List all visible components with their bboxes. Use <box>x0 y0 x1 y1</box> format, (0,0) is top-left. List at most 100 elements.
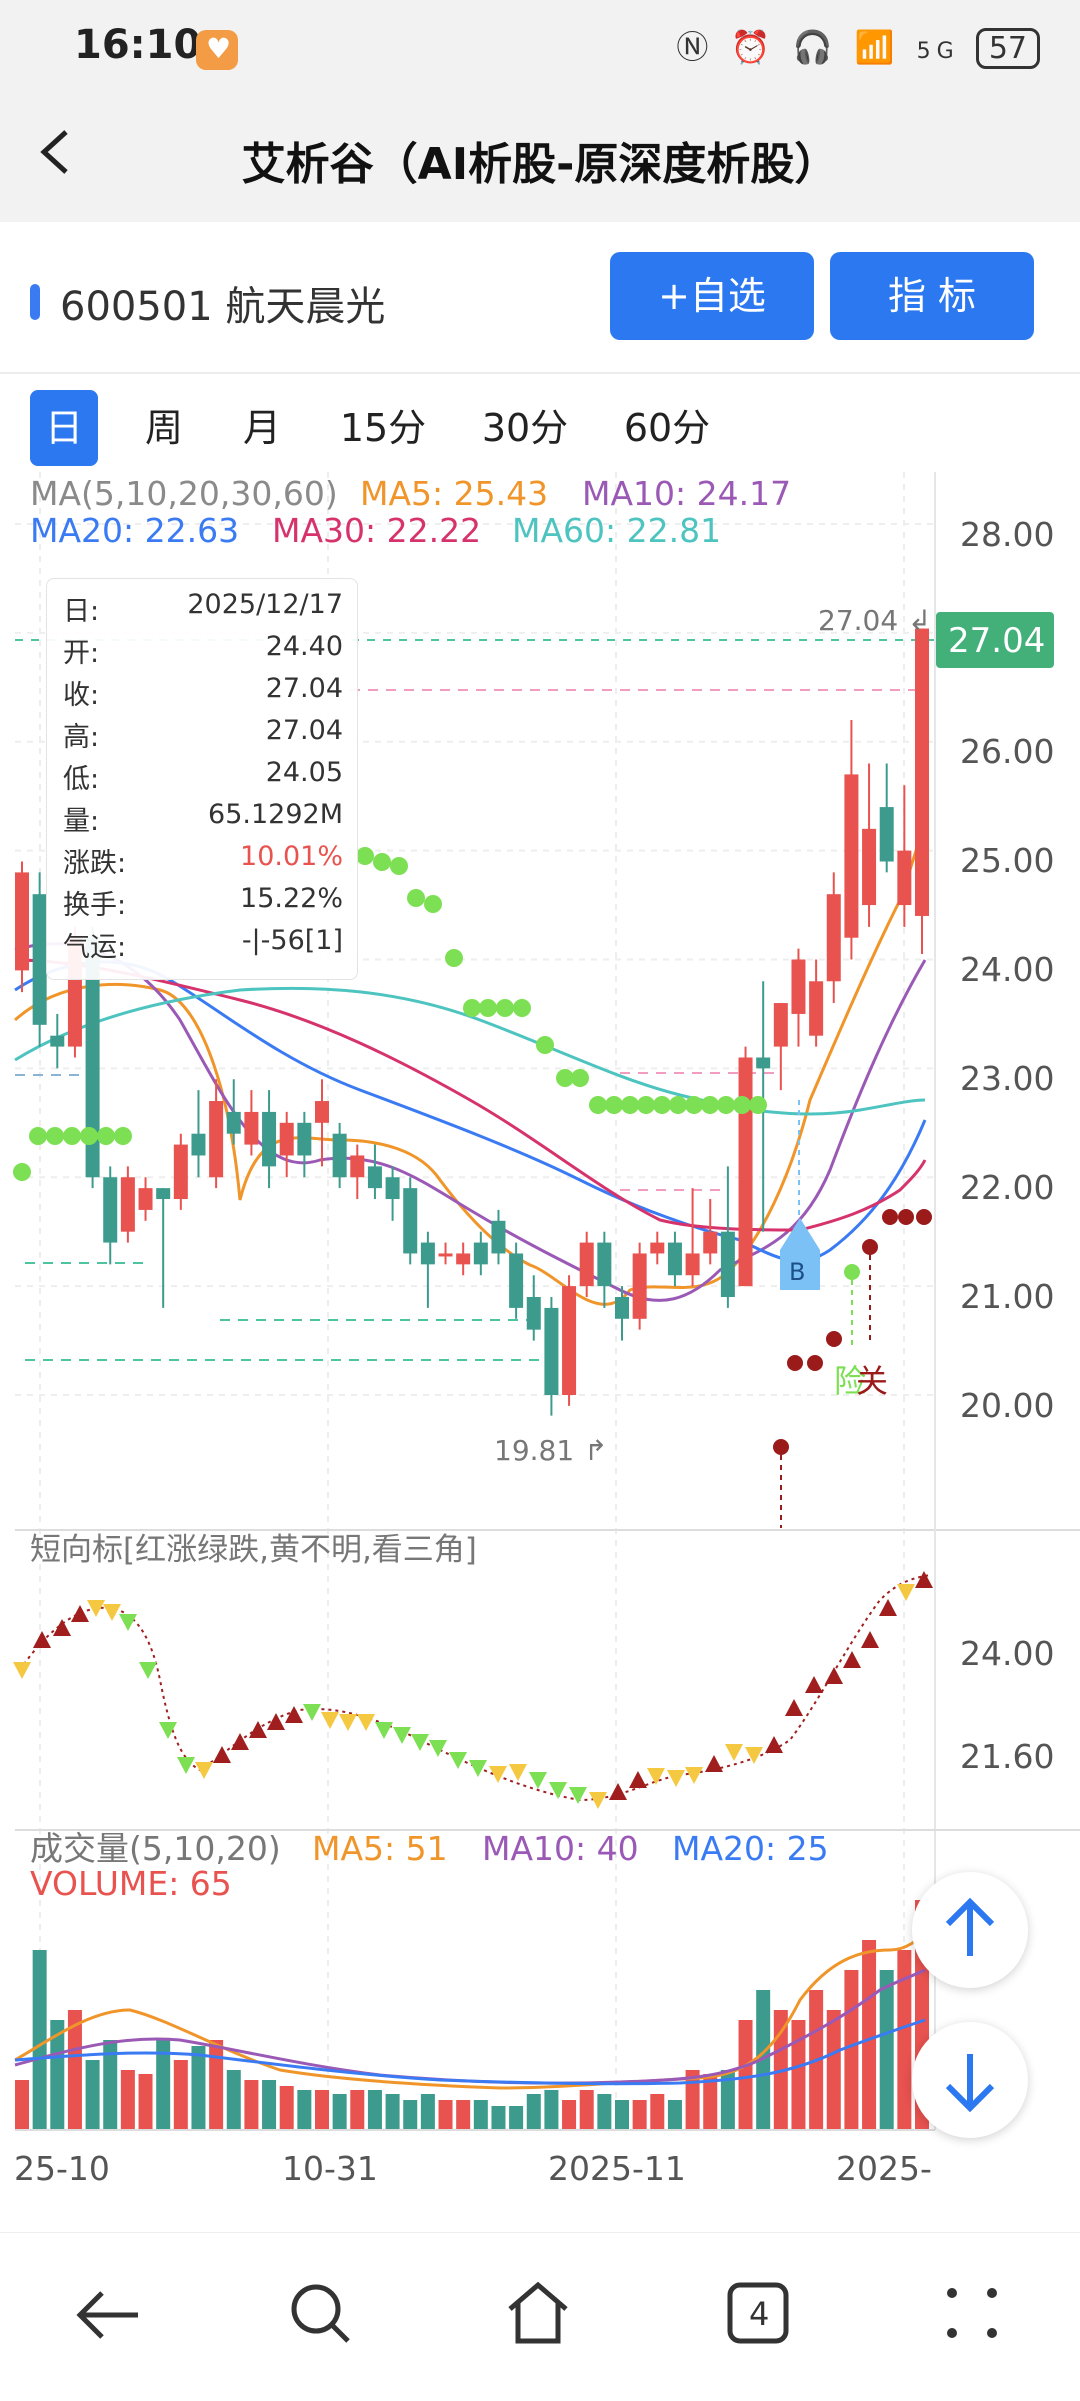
candle-body <box>791 959 806 1014</box>
candle-body <box>332 1133 347 1178</box>
short-indicator-triangle <box>725 1744 743 1761</box>
candle-body <box>438 1253 453 1257</box>
tab-day[interactable]: 日 <box>30 390 98 466</box>
arrow-down-icon <box>945 2054 995 2113</box>
date-tick: 25-10 <box>14 2149 110 2188</box>
ma20-legend: MA20: 22.63 <box>30 511 239 550</box>
volume-ma20: MA20: 25 <box>672 1829 829 1868</box>
candle-body <box>350 1155 365 1178</box>
volume-bar <box>209 2040 224 2130</box>
tooltip-row: 开: 24.40 <box>63 631 343 671</box>
candle-body <box>315 1101 329 1123</box>
tab-month[interactable]: 月 <box>242 406 281 450</box>
short-indicator-triangle <box>231 1733 249 1750</box>
tab-15min[interactable]: 15分 <box>339 406 427 450</box>
tooltip-row: 收: 27.04 <box>63 673 343 713</box>
short-indicator-triangle <box>509 1764 527 1781</box>
short-indicator-triangle <box>449 1752 467 1769</box>
signal-dot <box>46 1127 64 1145</box>
tooltip-row: 日: 2025/12/17 <box>63 589 343 629</box>
short-indicator-triangle <box>285 1706 303 1723</box>
kline-chart[interactable]: MA(5,10,20,30,60) MA5: 25.43 MA10: 24.17… <box>0 472 1080 2232</box>
tab-60min[interactable]: 60分 <box>623 406 711 450</box>
candle-body <box>244 1111 259 1145</box>
candle-body <box>703 1231 718 1254</box>
exit-dot <box>916 1209 932 1225</box>
tooltip-value: 65.1292M <box>208 799 343 830</box>
short-indicator-triangle <box>897 1584 915 1601</box>
volume-bar <box>191 2046 206 2130</box>
candle-body <box>809 981 824 1036</box>
candle-body <box>915 628 929 916</box>
candle-body <box>262 1111 277 1167</box>
signal-dot <box>479 999 497 1017</box>
short-indicator-triangle <box>667 1770 685 1787</box>
short-indicator-triangle <box>339 1714 357 1731</box>
volume-bar <box>879 1970 894 2130</box>
exit-dot <box>882 1209 898 1225</box>
short-indicator-triangle <box>249 1721 267 1738</box>
tooltip-key: 高: <box>63 722 100 753</box>
candle-body <box>385 1177 400 1200</box>
volume-bar <box>385 2094 400 2130</box>
browser-nav-bar: 4 <box>0 2232 1080 2401</box>
tooltip-key: 收: <box>63 680 100 711</box>
menu-dots-icon[interactable] <box>936 2277 1008 2349</box>
back-arrow-icon[interactable] <box>34 122 74 197</box>
tooltip-value: -|-56[1] <box>241 925 343 956</box>
tab-30min[interactable]: 30分 <box>481 406 569 450</box>
tabs-count-icon[interactable]: 4 <box>722 2277 794 2349</box>
tab-week[interactable]: 周 <box>144 406 183 450</box>
candle-body <box>632 1253 647 1319</box>
risk-dot <box>844 1264 860 1280</box>
candle-body <box>491 1220 506 1254</box>
ma10-legend: MA10: 24.17 <box>582 474 791 513</box>
short-indicator-triangle <box>843 1651 861 1668</box>
battery-level: 57 <box>988 31 1027 66</box>
scroll-up-button[interactable] <box>912 1872 1028 1988</box>
ma-legend-title: MA(5,10,20,30,60) <box>30 474 338 513</box>
volume-bar <box>650 2094 665 2130</box>
price-tick: 21.00 <box>960 1277 1054 1316</box>
home-icon[interactable] <box>502 2277 574 2349</box>
signal-dot <box>637 1096 655 1114</box>
status-bar: 16:10 Ⓝ ⏰ 🎧 📶 5G 57 <box>0 0 1080 90</box>
short-indicator-triangle <box>71 1605 89 1622</box>
tooltip-value: 27.04 <box>265 673 343 704</box>
buy-signal-marker <box>780 1218 820 1290</box>
tooltip-key: 低: <box>63 764 100 795</box>
signal-dot <box>114 1127 132 1145</box>
date-tick: 2025-11 <box>548 2149 686 2188</box>
short-indicator-triangle <box>765 1736 783 1753</box>
tooltip-value: 10.01% <box>240 841 343 872</box>
back-icon[interactable] <box>72 2283 144 2347</box>
candle-body <box>862 828 877 906</box>
ma30-legend: MA30: 22.22 <box>272 511 481 550</box>
nfc-icon: Ⓝ <box>676 28 715 66</box>
candle-body <box>844 774 859 938</box>
ma60-line <box>14 986 926 1116</box>
volume-bar <box>420 2094 435 2130</box>
signal-dot <box>571 1069 589 1087</box>
candle-body <box>191 1133 206 1156</box>
short-indicator-triangle <box>267 1713 285 1730</box>
short-indicator-triangle <box>375 1722 393 1739</box>
short-indicator-triangle <box>411 1734 429 1751</box>
volume-bar <box>685 2070 700 2130</box>
wifi-icon: 📶 <box>854 28 901 66</box>
indicator-button[interactable]: 指 标 <box>830 252 1034 340</box>
short-indicator-triangle <box>915 1571 933 1588</box>
search-icon[interactable] <box>286 2279 358 2351</box>
buy-signal-label: B <box>789 1258 805 1286</box>
volume-bar <box>703 2074 718 2130</box>
scroll-down-button[interactable] <box>912 2022 1028 2138</box>
volume-bar <box>738 2020 753 2130</box>
add-watchlist-button[interactable]: +自选 <box>610 252 814 340</box>
exit-dot <box>862 1239 878 1255</box>
candle-body <box>897 850 912 906</box>
volume-bar <box>562 2100 577 2130</box>
candle-body <box>120 1177 135 1232</box>
candle-body <box>738 1057 753 1287</box>
volume-bar <box>667 2100 682 2130</box>
volume-bar <box>297 2090 312 2130</box>
